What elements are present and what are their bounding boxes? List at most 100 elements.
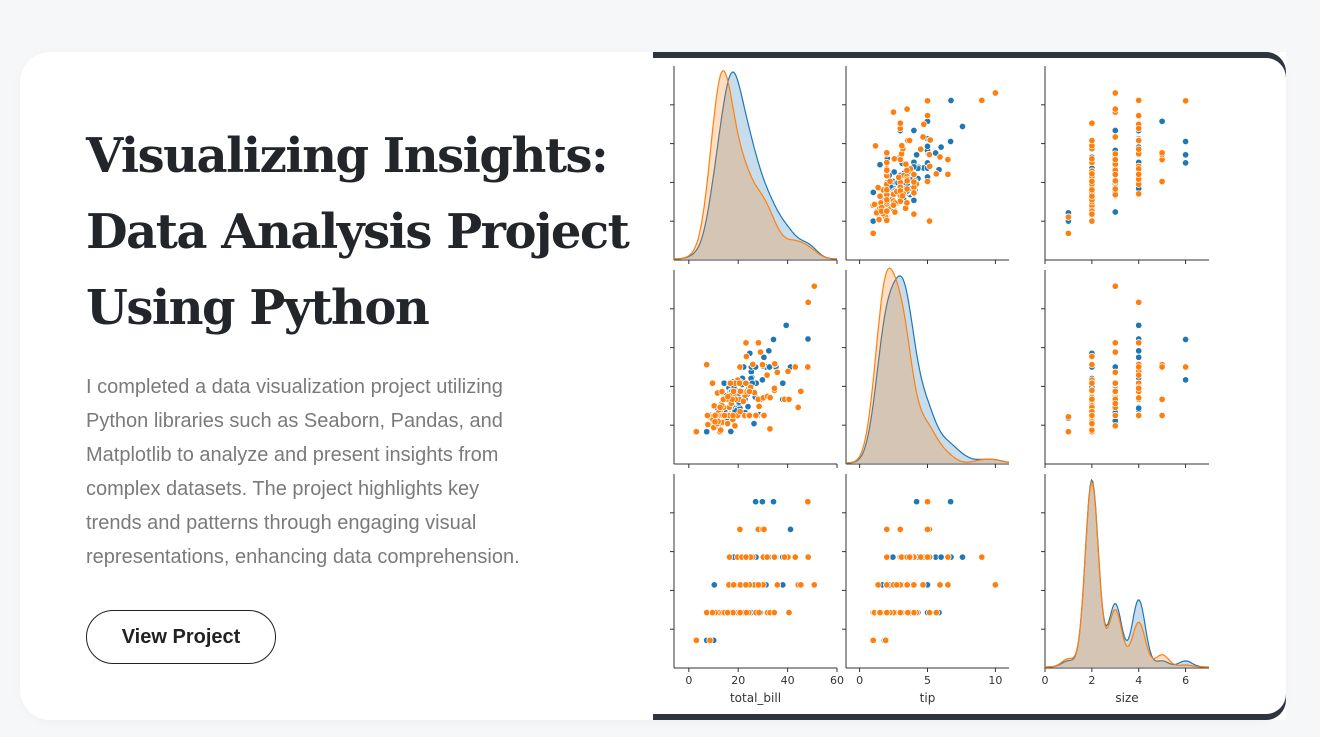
scatter-point-series-b: [886, 177, 894, 185]
scatter-point-series-b: [810, 282, 818, 290]
scatter-point-series-b: [926, 162, 934, 170]
scatter-point-series-b: [896, 156, 904, 164]
scatter-point-series-b: [1111, 170, 1119, 179]
scatter-point-series-b: [1111, 368, 1119, 376]
scatter-point-series-a: [947, 498, 955, 506]
scatter-point-series-b: [1111, 379, 1119, 387]
scatter-point-series-b: [1135, 124, 1143, 133]
scatter-point-series-b: [910, 178, 918, 186]
scatter-point-series-a: [758, 376, 766, 384]
scatter-point-series-b: [978, 96, 986, 104]
kde-line-series-b: [1045, 480, 1209, 668]
scatter-point-series-b: [763, 553, 771, 561]
scatter-point-series-b: [898, 192, 907, 200]
scatter-point-series-b: [932, 609, 940, 617]
scatter-point-series-a: [1182, 159, 1190, 167]
scatter-point-series-a: [760, 353, 768, 361]
scatter-point-series-b: [925, 217, 934, 225]
scatter-point-series-b: [898, 142, 906, 150]
kde-area-series-a: [1045, 480, 1209, 667]
scatter-point-series-b: [724, 420, 732, 428]
scatter-point-series-a: [1182, 376, 1190, 384]
title-line: Data Analysis Project: [86, 204, 630, 260]
scatter-point-series-b: [716, 403, 724, 411]
scatter-point-series-b: [797, 387, 805, 395]
scatter-point-series-b: [726, 379, 734, 387]
scatter-point-series-b: [883, 216, 891, 224]
scatter-point-series-b: [1135, 136, 1143, 145]
scatter-point-series-b: [729, 411, 737, 420]
scatter-point-series-b: [925, 609, 934, 617]
scatter-point-series-b: [717, 426, 725, 434]
scatter-point-series-b: [1135, 145, 1143, 153]
kde-area-series-a: [674, 72, 837, 259]
figure-frame-bottom: [653, 694, 1286, 720]
scatter-point-series-b: [875, 216, 883, 224]
scatter-point-series-b: [910, 581, 918, 589]
scatter-point-series-b: [883, 525, 891, 533]
scatter-point-series-b: [978, 553, 986, 561]
x-tick-label: 60: [830, 674, 844, 687]
scatter-point-series-b: [784, 367, 792, 375]
scatter-point-series-a: [1182, 137, 1190, 146]
scatter-point-series-b: [706, 636, 714, 644]
scatter-point-series-b: [925, 151, 933, 159]
scatter-point-series-b: [804, 498, 812, 506]
scatter-point-series-b: [896, 609, 904, 617]
scatter-point-series-a: [1135, 404, 1143, 412]
scatter-point-series-a: [923, 142, 932, 150]
scatter-point-series-b: [755, 402, 763, 410]
scatter-point-series-b: [1088, 155, 1096, 163]
scatter-point-series-b: [910, 210, 918, 218]
scatter-point-series-b: [1111, 411, 1119, 420]
scatter-point-series-b: [944, 156, 952, 164]
scatter-point-series-b: [770, 553, 778, 561]
scatter-point-series-b: [1088, 170, 1096, 178]
scatter-point-series-b: [890, 155, 898, 163]
scatter-point-series-b: [1064, 213, 1072, 221]
scatter-point-series-b: [891, 208, 899, 216]
scatter-point-series-b: [1088, 395, 1096, 403]
scatter-point-series-b: [773, 581, 781, 589]
scatter-point-series-b: [760, 411, 768, 420]
scatter-point-series-b: [760, 525, 768, 533]
scatter-point-series-a: [703, 428, 711, 436]
scatter-point-series-b: [910, 189, 918, 197]
scatter-point-series-b: [883, 186, 891, 194]
scatter-point-series-b: [944, 553, 952, 561]
scatter-point-series-b: [869, 229, 877, 237]
scatter-point-series-b: [871, 142, 880, 150]
scatter-point-series-b: [903, 185, 911, 193]
scatter-point-series-b: [1088, 217, 1096, 225]
x-tick-label: 5: [924, 674, 931, 687]
kde-line-series-a: [674, 71, 837, 260]
scatter-point-series-b: [910, 609, 918, 617]
scatter-point-series-b: [896, 119, 904, 127]
scatter-point-series-a: [765, 347, 773, 355]
scatter-point-series-a: [1111, 126, 1119, 135]
scatter-point-series-b: [810, 581, 818, 589]
scatter-point-series-a: [913, 498, 921, 506]
scatter-point-series-b: [742, 581, 750, 589]
scatter-point-series-b: [919, 133, 927, 141]
scatter-point-series-b: [932, 170, 940, 178]
scatter-point-series-b: [1064, 229, 1072, 237]
scatter-point-series-b: [736, 609, 744, 617]
scatter-point-series-b: [797, 581, 805, 589]
scatter-point-series-a: [910, 196, 918, 204]
scatter-point-series-a: [758, 498, 766, 506]
title-line: Using Python: [86, 280, 430, 336]
scatter-point-series-b: [739, 397, 747, 405]
pairplot-figure: 0 20 40 60 total_bill 0 5 10 tip 0 2 4 6 size: [653, 52, 1286, 720]
kde-area-series-a: [846, 276, 1009, 463]
scatter-point-series-a: [750, 420, 758, 428]
scatter-point-series-b: [896, 525, 904, 533]
scatter-point-series-b: [1135, 384, 1143, 392]
scatter-point-series-b: [991, 581, 999, 589]
scatter-point-series-a: [779, 379, 787, 387]
scatter-point-series-b: [791, 553, 799, 561]
scatter-point-series-b: [785, 395, 793, 403]
view-project-button[interactable]: View Project: [86, 610, 276, 664]
scatter-point-series-b: [883, 553, 891, 561]
scatter-point-series-a: [782, 321, 790, 329]
